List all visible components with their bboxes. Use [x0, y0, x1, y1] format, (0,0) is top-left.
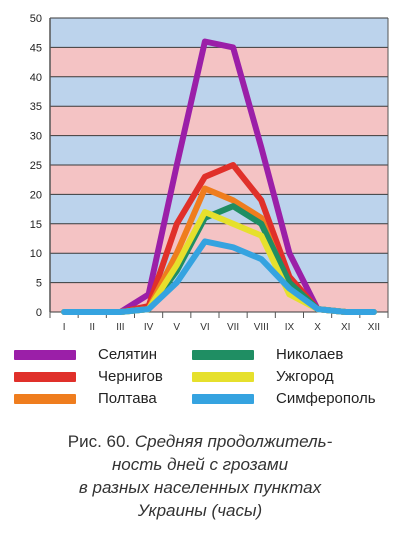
y-tick-label: 50 [30, 13, 42, 25]
background-band [50, 106, 388, 136]
y-tick-label: 35 [30, 101, 42, 113]
x-tick-label: VII [227, 322, 239, 333]
legend-swatch [192, 394, 254, 404]
legend: Селятин Чернигов Полтава Николаев Ужгоро… [14, 344, 394, 430]
legend-swatch [14, 372, 76, 382]
x-tick-label: IX [285, 322, 295, 333]
x-tick-label: V [173, 322, 180, 333]
caption-line-1: Рис. 60. Средняя продолжитель- [0, 430, 400, 453]
y-tick-label: 45 [30, 42, 42, 54]
series-lines [61, 38, 377, 315]
x-tick-label: XII [368, 322, 380, 333]
x-tick-label: VI [200, 322, 209, 333]
legend-label: Ужгород [276, 368, 334, 385]
background-band [50, 135, 388, 165]
x-tick-label: III [116, 322, 124, 333]
chart-area: 0 5 10 15 20 25 30 35 40 45 50 I II III IV V VI VII VIII I… [30, 13, 389, 333]
x-tick-label: X [314, 322, 321, 333]
legend-swatch [14, 394, 76, 404]
y-tick-label: 30 [30, 131, 42, 143]
x-axis-labels: I II III IV V VI VII VIII IX X XI XII [63, 322, 380, 333]
caption-figure-number: Рис. 60. [67, 432, 131, 451]
legend-swatch [192, 350, 254, 360]
legend-label: Николаев [276, 346, 344, 363]
caption-line-3: в разных населенных пунктах [78, 478, 322, 497]
x-tick-label: IV [144, 322, 154, 333]
y-tick-label: 10 [30, 248, 42, 260]
figure-caption: Рис. 60. Средняя продолжитель- ность дне… [0, 430, 400, 522]
y-tick-label: 15 [30, 219, 42, 231]
legend-label: Чернигов [98, 368, 163, 385]
series-line [61, 238, 377, 315]
background-band [50, 223, 388, 254]
y-axis-labels: 0 5 10 15 20 25 30 35 40 45 50 [30, 13, 42, 319]
x-tick-label: I [63, 322, 66, 333]
y-tick-label: 5 [36, 278, 42, 290]
legend-swatch [192, 372, 254, 382]
y-tick-label: 0 [36, 307, 42, 319]
legend-swatch [14, 350, 76, 360]
y-tick-label: 40 [30, 72, 42, 84]
x-tick-label: XI [341, 322, 350, 333]
y-tick-label: 25 [30, 160, 42, 172]
y-tick-label: 20 [30, 189, 42, 201]
background-band [50, 253, 388, 283]
caption-text: Средняя продолжитель- [134, 432, 333, 451]
background-band [50, 47, 388, 77]
caption-line-2: ность дней с грозами [111, 455, 289, 474]
x-tick-label: VIII [254, 322, 269, 333]
background-band [50, 282, 388, 312]
legend-label: Селятин [98, 346, 158, 363]
background-band [50, 76, 388, 107]
legend-label: Симферополь [276, 390, 376, 407]
caption-line-4: Украины (часы) [137, 501, 263, 520]
legend-label: Полтава [98, 390, 157, 407]
x-tick-label: II [89, 322, 95, 333]
